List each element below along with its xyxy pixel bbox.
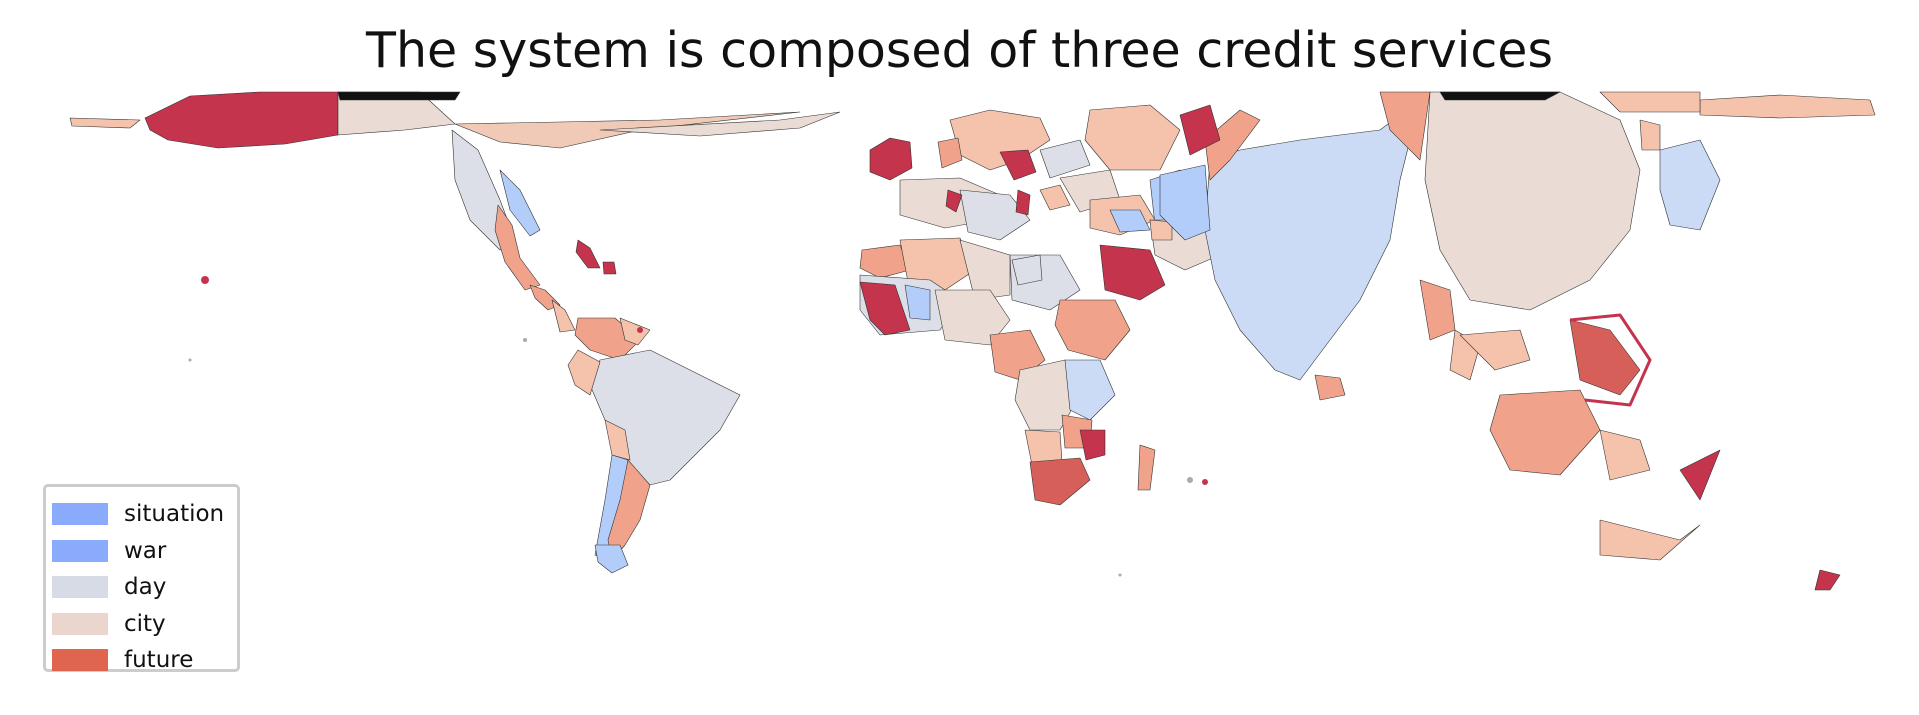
legend-item-future: future [52, 642, 237, 679]
region-philippines [1569, 319, 1641, 396]
region-japan [1659, 139, 1721, 231]
region-mongolia [1439, 91, 1561, 101]
region-caucasus [1109, 209, 1151, 233]
region-venezuela [619, 317, 651, 346]
region-arabia [1099, 244, 1166, 301]
legend-item-day: day [52, 569, 237, 606]
region-oceania-red [1679, 449, 1721, 501]
region-uk [869, 137, 913, 181]
legend-label: war [124, 537, 167, 564]
region-bolivia [604, 419, 631, 461]
region-china [1424, 91, 1641, 311]
region-arctic-dark [337, 91, 461, 101]
region-peru [567, 349, 601, 396]
legend-label: situation [124, 501, 225, 528]
region-myanmar [1419, 279, 1456, 341]
region-vietnam [1459, 329, 1531, 371]
legend-swatch [52, 576, 108, 599]
region-alaska [144, 91, 339, 149]
region-greenland-strip [599, 111, 841, 137]
region-philippines-ring [1569, 313, 1652, 407]
region-algeria [899, 237, 976, 291]
region-sri-lanka [1314, 374, 1346, 401]
region-pakistan [1159, 164, 1211, 241]
region-western-strip [69, 117, 141, 129]
region-china-red-strip [1379, 91, 1431, 161]
region-australia-east [1599, 519, 1701, 561]
legend-label: city [124, 610, 166, 637]
island-south [1118, 573, 1122, 577]
region-ethiopia [1054, 299, 1131, 361]
region-west-africa-red [859, 281, 911, 336]
legend-swatch [52, 612, 108, 635]
region-nepal-red [1179, 104, 1221, 156]
region-india [1204, 99, 1421, 381]
region-morocco [859, 244, 911, 279]
region-afghanistan [1204, 109, 1261, 181]
region-nz [1814, 569, 1841, 591]
region-patagonia [594, 544, 629, 574]
legend-item-war: war [52, 533, 237, 570]
legend-item-situation: situation [52, 496, 237, 533]
region-russia-east-2 [1599, 91, 1701, 113]
region-poland [1039, 139, 1091, 179]
region-south-africa [1029, 457, 1091, 506]
region-west-africa-blue [904, 284, 931, 321]
legend-item-city: city [52, 606, 237, 643]
region-russia-east [1699, 94, 1876, 119]
map-title: The system is composed of three credit s… [366, 22, 1553, 79]
legend-swatch [52, 503, 108, 526]
region-balkans [959, 189, 1031, 241]
region-korea [1639, 119, 1661, 151]
region-indonesia [1489, 389, 1601, 476]
region-scandinavia [949, 109, 1051, 171]
region-cuba [575, 239, 601, 269]
region-kenya [1064, 359, 1116, 421]
region-norway-pink [937, 137, 963, 169]
region-egypt [1011, 254, 1043, 286]
legend-swatch [52, 539, 108, 562]
region-germany [999, 149, 1037, 181]
island-hawaii [201, 276, 209, 284]
island-atlantic [523, 338, 527, 342]
map-legend: situation war day city future [43, 484, 240, 673]
island-indian [1187, 477, 1193, 483]
legend-label: future [124, 647, 194, 674]
region-europe-pink [1039, 184, 1071, 211]
region-mali [934, 289, 1011, 346]
region-madagascar [1137, 444, 1156, 491]
region-haiti [602, 261, 617, 275]
region-spain [945, 189, 963, 213]
legend-swatch [52, 649, 108, 672]
legend-label: day [124, 574, 167, 601]
island-caribbean [637, 327, 643, 333]
region-gulf [1149, 219, 1173, 241]
region-italy-red [1015, 189, 1031, 216]
region-papua [1599, 429, 1651, 481]
region-mozambique [1079, 429, 1106, 461]
region-usa-central [499, 169, 541, 237]
region-libya [959, 239, 1011, 301]
island-pacific [188, 358, 192, 362]
island-mauritius [1202, 479, 1208, 485]
region-central-2 [551, 299, 576, 333]
region-russia-west [1084, 104, 1181, 171]
